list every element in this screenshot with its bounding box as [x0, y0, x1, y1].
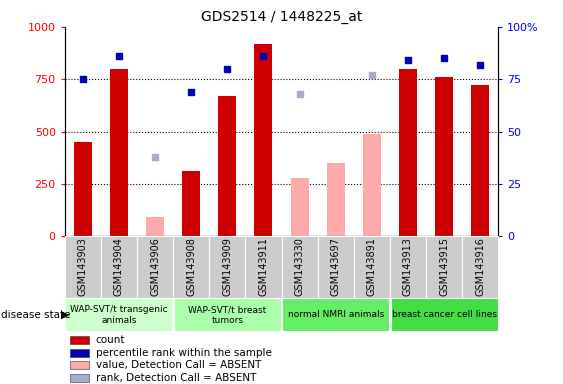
- Bar: [245, 236, 282, 298]
- Bar: [363, 134, 381, 236]
- Bar: [390, 236, 426, 298]
- Text: disease state: disease state: [1, 310, 70, 320]
- Bar: [146, 217, 164, 236]
- Bar: [101, 236, 137, 298]
- Text: breast cancer cell lines: breast cancer cell lines: [391, 310, 497, 319]
- Text: GSM143909: GSM143909: [222, 237, 233, 296]
- Text: GSM143891: GSM143891: [367, 237, 377, 296]
- Bar: [462, 236, 498, 298]
- Bar: [110, 69, 128, 236]
- Bar: [70, 336, 89, 344]
- Title: GDS2514 / 1448225_at: GDS2514 / 1448225_at: [201, 10, 362, 25]
- Bar: [65, 236, 101, 298]
- Bar: [70, 361, 89, 369]
- Bar: [318, 236, 354, 298]
- Text: GSM143916: GSM143916: [475, 237, 485, 296]
- Bar: [282, 298, 389, 331]
- Text: ▶: ▶: [61, 310, 69, 320]
- Bar: [65, 298, 172, 331]
- Text: GSM143903: GSM143903: [78, 237, 88, 296]
- Text: GSM143911: GSM143911: [258, 237, 269, 296]
- Bar: [70, 349, 89, 357]
- Text: WAP-SVT/t transgenic
animals: WAP-SVT/t transgenic animals: [70, 305, 168, 324]
- Text: GSM143906: GSM143906: [150, 237, 160, 296]
- Bar: [254, 44, 272, 236]
- Bar: [173, 236, 209, 298]
- Bar: [327, 163, 345, 236]
- Bar: [282, 236, 318, 298]
- Text: WAP-SVT/t breast
tumors: WAP-SVT/t breast tumors: [188, 305, 266, 324]
- Text: value, Detection Call = ABSENT: value, Detection Call = ABSENT: [96, 360, 261, 370]
- Text: GSM143915: GSM143915: [439, 237, 449, 296]
- Bar: [137, 236, 173, 298]
- Text: normal NMRI animals: normal NMRI animals: [288, 310, 384, 319]
- Bar: [74, 142, 92, 236]
- Bar: [218, 96, 236, 236]
- Text: count: count: [96, 335, 126, 345]
- Bar: [399, 69, 417, 236]
- Text: GSM143908: GSM143908: [186, 237, 196, 296]
- Text: percentile rank within the sample: percentile rank within the sample: [96, 348, 272, 358]
- Bar: [70, 374, 89, 382]
- Bar: [471, 86, 489, 236]
- Text: GSM143904: GSM143904: [114, 237, 124, 296]
- Text: GSM143330: GSM143330: [294, 237, 305, 296]
- Text: GSM143913: GSM143913: [403, 237, 413, 296]
- Bar: [435, 77, 453, 236]
- Text: GSM143697: GSM143697: [330, 237, 341, 296]
- Bar: [354, 236, 390, 298]
- Bar: [426, 236, 462, 298]
- Bar: [174, 298, 281, 331]
- Bar: [291, 177, 309, 236]
- Bar: [182, 171, 200, 236]
- Bar: [391, 298, 498, 331]
- Bar: [209, 236, 245, 298]
- Text: rank, Detection Call = ABSENT: rank, Detection Call = ABSENT: [96, 373, 256, 383]
